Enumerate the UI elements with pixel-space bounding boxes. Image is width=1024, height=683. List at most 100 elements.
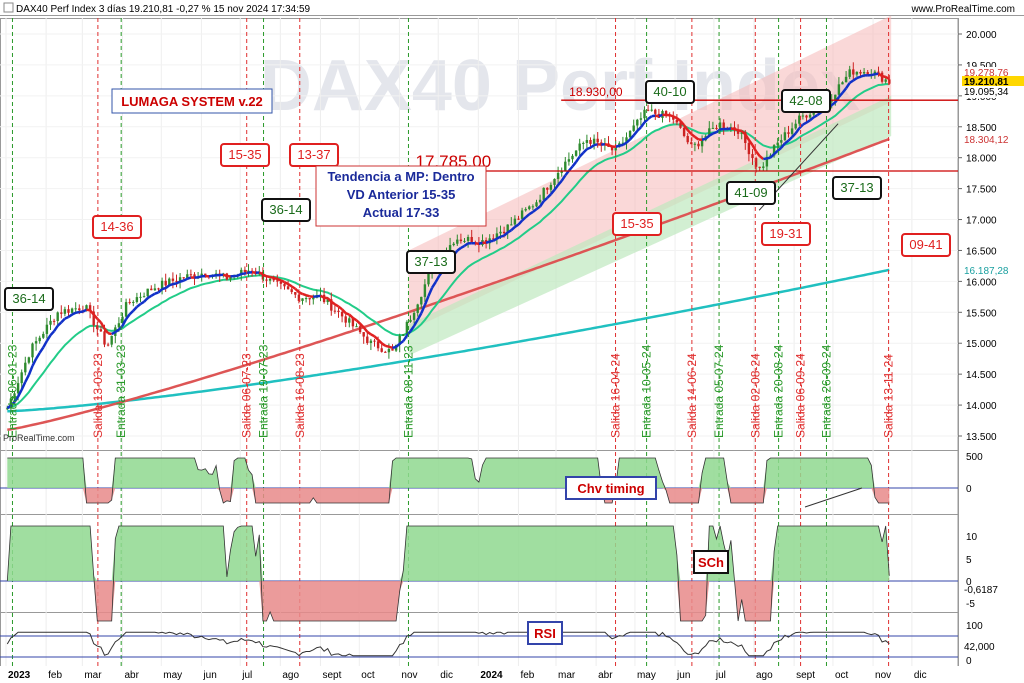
candle-body xyxy=(675,119,679,123)
candle-body xyxy=(85,305,88,311)
candle-body xyxy=(171,278,175,281)
fast-ma-segment xyxy=(326,297,333,303)
candle-body xyxy=(369,340,373,343)
candle-body xyxy=(448,245,452,252)
green-box-label: 40-10 xyxy=(653,84,686,99)
candle-body xyxy=(387,349,391,353)
fast-ma-segment xyxy=(294,287,300,294)
fast-ma-segment xyxy=(269,275,275,280)
fast-ma-segment xyxy=(546,193,552,199)
month-label: nov xyxy=(875,670,891,681)
fast-ma-segment xyxy=(420,304,427,314)
fast-ma-segment xyxy=(402,334,408,342)
green-box xyxy=(406,250,456,274)
fast-ma-segment xyxy=(431,281,437,289)
candle-body xyxy=(535,202,538,207)
fast-ma-segment xyxy=(345,311,350,316)
candle-body xyxy=(312,297,315,300)
sch-tick: 0 xyxy=(966,577,972,588)
month-label: jul xyxy=(241,670,252,681)
sch-tick: 10 xyxy=(966,532,978,543)
price-tick-label: 18.000 xyxy=(966,154,997,165)
price-tick-label: 13.500 xyxy=(966,432,997,443)
candle-body xyxy=(20,372,23,384)
price-tick-label: 16.000 xyxy=(966,277,997,288)
candle-body xyxy=(520,210,524,219)
fast-ma-segment xyxy=(283,280,289,286)
fast-ma-segment xyxy=(434,275,441,283)
green-box-label: 41-09 xyxy=(734,185,767,200)
fast-ma-segment xyxy=(456,246,462,252)
entry-label: Entrada 20-08-24 xyxy=(772,344,786,438)
candle-body xyxy=(42,333,45,338)
candle-body xyxy=(697,143,700,147)
fast-ma-segment xyxy=(427,287,434,297)
fast-ma-segment xyxy=(769,153,775,159)
red-box-label: 15-35 xyxy=(228,147,261,162)
fast-ma-segment xyxy=(747,139,754,146)
candle-body xyxy=(834,94,837,100)
fast-ma-segment xyxy=(802,121,808,126)
fast-ma-segment xyxy=(632,130,639,137)
candle-body xyxy=(268,278,272,281)
month-label: sept xyxy=(796,670,815,681)
candle-body xyxy=(646,109,650,111)
candle-body xyxy=(38,337,41,342)
close-icon[interactable] xyxy=(3,2,14,13)
candle-body xyxy=(398,335,401,345)
site-label[interactable]: www.ProRealTime.com xyxy=(910,4,1015,15)
fast-ma-segment xyxy=(503,231,509,237)
candle-body xyxy=(481,239,484,246)
candle-body xyxy=(844,76,848,83)
candle-body xyxy=(99,329,103,332)
ema-long xyxy=(7,268,890,413)
month-label: jun xyxy=(202,670,216,681)
fast-ma-segment xyxy=(280,279,286,284)
green-box-label: 42-08 xyxy=(789,93,822,108)
fast-ma-segment xyxy=(20,381,27,391)
legend-value: 18.304,12 xyxy=(964,135,1009,146)
candle-body xyxy=(186,274,189,279)
candle-body xyxy=(736,130,740,134)
sch-line xyxy=(6,525,890,622)
exit-label: Salida 02-08-24 xyxy=(748,353,762,438)
oscillator-panels[interactable] xyxy=(0,457,958,658)
candle-body xyxy=(146,288,149,297)
fast-ma-segment xyxy=(222,273,228,278)
fast-ma-segment xyxy=(302,292,307,297)
month-label: jun xyxy=(676,670,690,681)
sch-positive-area xyxy=(7,526,890,581)
fast-ma-segment xyxy=(241,272,246,276)
chv-positive-area xyxy=(7,458,890,488)
fast-ma-segment xyxy=(737,129,742,133)
candle-body xyxy=(848,69,851,77)
candle-body xyxy=(452,243,455,246)
fast-ma-segment xyxy=(262,273,268,278)
month-label: ago xyxy=(756,670,773,681)
fast-ma-segment xyxy=(514,223,520,228)
fast-ma-segment xyxy=(672,115,678,120)
fast-ma-segment xyxy=(423,295,430,306)
fast-ma-segment xyxy=(395,342,401,348)
candle-body xyxy=(250,270,254,272)
candle-body xyxy=(589,139,592,144)
green-box-label: 36-14 xyxy=(269,202,302,217)
candle-body xyxy=(564,161,567,171)
candle-body xyxy=(567,159,571,162)
candle-body xyxy=(168,278,171,286)
lumaga-label: LUMAGA SYSTEM v.22 xyxy=(121,94,263,109)
candle-body xyxy=(459,239,463,242)
chv-tick: 0 xyxy=(966,484,972,495)
candle-body xyxy=(380,348,383,352)
candle-body xyxy=(754,158,758,167)
axes: 2023 feb mar abr may jun jul ago sept oct nov dic 20… xyxy=(8,30,1024,681)
fast-ma-segment xyxy=(16,389,23,398)
fast-ma-segment xyxy=(578,151,585,158)
green-box xyxy=(832,176,882,200)
fast-ma-segment xyxy=(805,119,811,124)
fast-ma-segment xyxy=(849,79,854,84)
exit-label: Salida 06-07-23 xyxy=(240,353,254,438)
price-tick-label: 16.500 xyxy=(966,246,997,257)
candle-body xyxy=(682,127,686,136)
fast-ma-segment xyxy=(524,213,531,219)
